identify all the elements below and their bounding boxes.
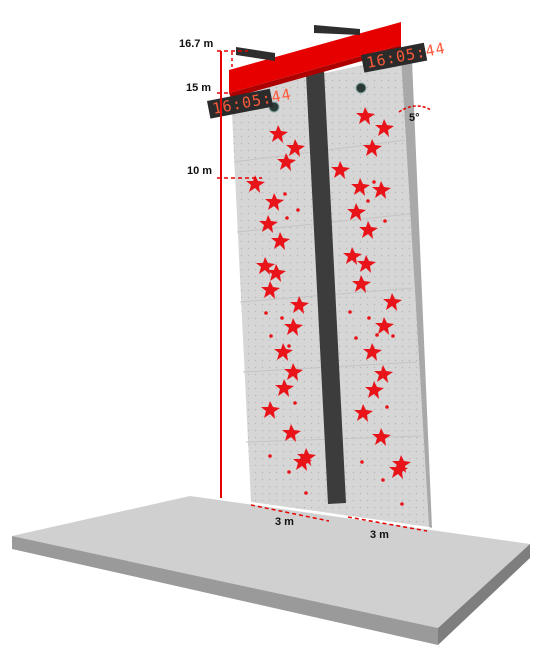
top-banner xyxy=(229,22,401,98)
height-label-16-7m: 16.7 m xyxy=(179,38,213,50)
angle-label: 5° xyxy=(409,112,420,124)
height-ruler xyxy=(217,50,262,498)
floor-base xyxy=(12,496,530,645)
height-label-10m: 10 m xyxy=(187,165,212,177)
height-label-15m: 15 m xyxy=(186,82,211,94)
climbing-holds-left-lane xyxy=(246,125,316,495)
width-label-left: 3 m xyxy=(275,516,294,528)
width-dimension-lines xyxy=(250,504,428,532)
width-label-right: 3 m xyxy=(370,529,389,541)
angle-indicator xyxy=(398,105,432,113)
camera-housing-left xyxy=(236,47,275,61)
start-sensor-right xyxy=(355,82,367,94)
camera-housing-right xyxy=(314,25,360,35)
center-divider-channel xyxy=(306,70,346,504)
climbing-holds-right-lane xyxy=(331,107,411,506)
